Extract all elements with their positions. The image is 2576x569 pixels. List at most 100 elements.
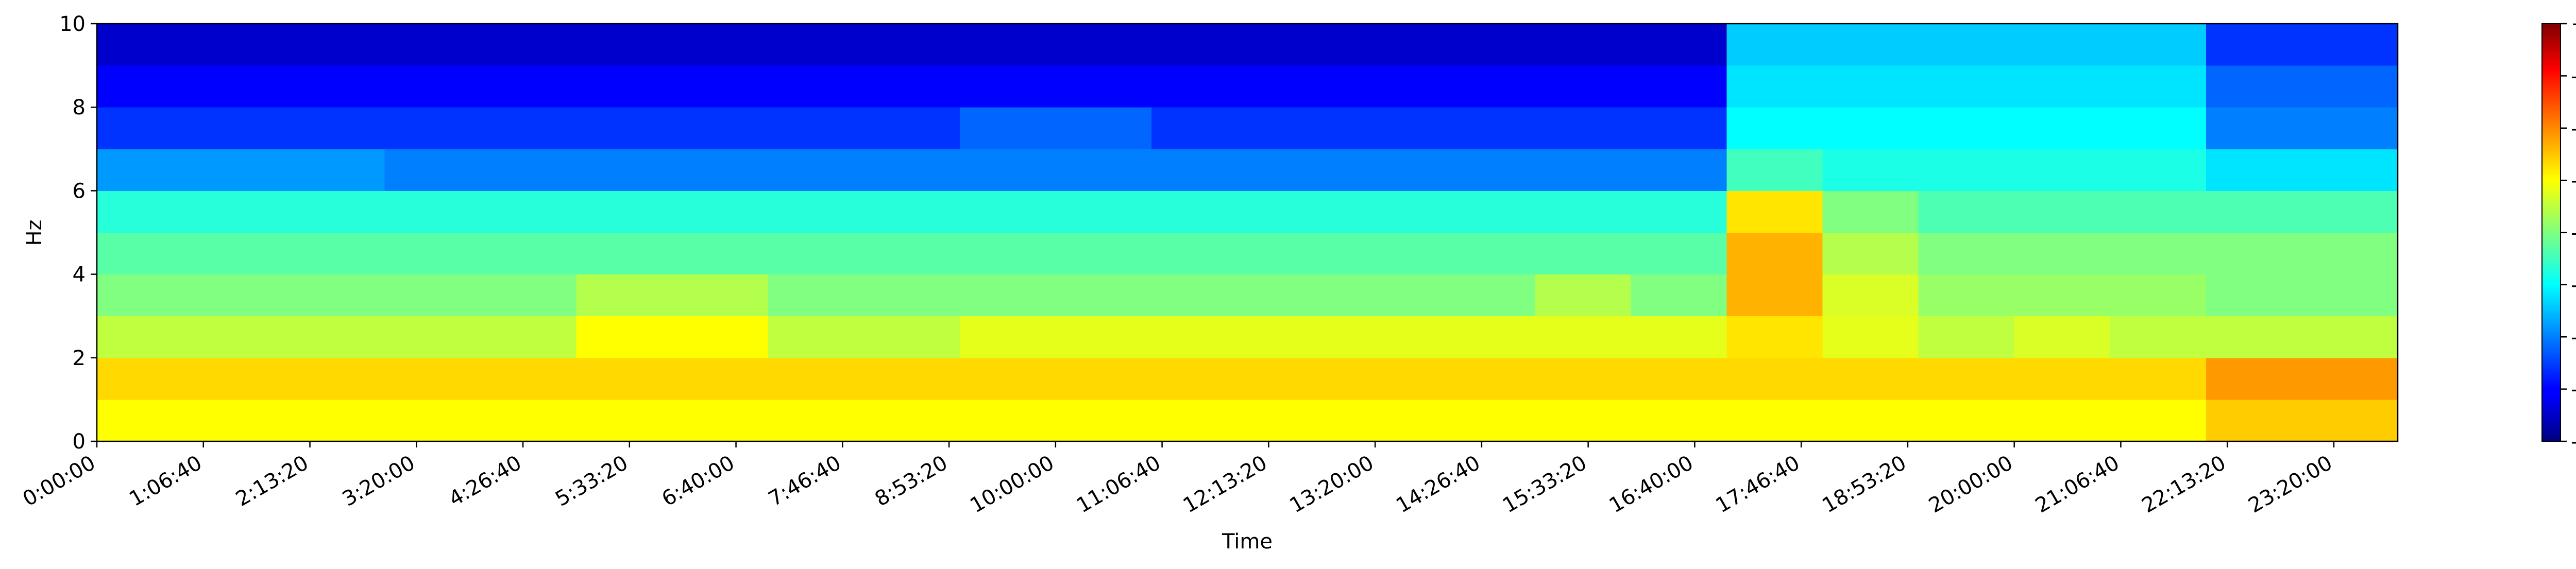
heatmap-cell — [97, 274, 193, 317]
heatmap-cell — [2014, 399, 2111, 442]
heatmap-cell — [1151, 65, 1248, 108]
heatmap-cell — [1726, 274, 1823, 317]
heatmap-cell — [1055, 399, 1152, 442]
heatmap-cell — [480, 24, 577, 66]
heatmap-cell — [2301, 399, 2398, 442]
x-tick-label: 15:33:20 — [1499, 451, 1591, 518]
heatmap-cell — [1631, 357, 1727, 400]
heatmap — [97, 24, 2398, 442]
heatmap-cell — [1726, 316, 1823, 358]
y-tick-label: 6 — [73, 179, 86, 203]
heatmap-cell — [1535, 107, 1631, 149]
heatmap-cell — [1822, 274, 1919, 317]
x-tick-label: 0:00:00 — [19, 451, 99, 511]
heatmap-cell — [1535, 399, 1631, 442]
heatmap-cell — [768, 24, 865, 66]
heatmap-cell — [863, 65, 960, 108]
heatmap-cell — [959, 232, 1056, 275]
heatmap-cell — [2110, 274, 2207, 317]
heatmap-cell — [672, 357, 769, 400]
colorbar — [2541, 23, 2561, 442]
heatmap-cell — [576, 65, 672, 108]
heatmap-cell — [576, 274, 672, 317]
heatmap-cell — [1247, 24, 1344, 66]
heatmap-cell — [1535, 191, 1631, 233]
heatmap-cell — [384, 399, 481, 442]
heatmap-cell — [1055, 274, 1152, 317]
heatmap-cell — [193, 149, 289, 191]
heatmap-cell — [384, 274, 481, 317]
heatmap-cell — [768, 232, 865, 275]
heatmap-cell — [193, 232, 289, 275]
y-axis-label: Hz — [23, 219, 46, 246]
heatmap-cell — [672, 107, 769, 149]
heatmap-cell — [768, 191, 865, 233]
heatmap-cell — [193, 399, 289, 442]
plot-frame — [96, 23, 2399, 442]
heatmap-cell — [1055, 232, 1152, 275]
heatmap-cell — [97, 357, 193, 400]
heatmap-cell — [2206, 274, 2302, 317]
heatmap-cell — [1535, 274, 1631, 317]
heatmap-cell — [2110, 24, 2207, 66]
heatmap-cell — [2206, 24, 2302, 66]
heatmap-cell — [1726, 149, 1823, 191]
y-tick-label: 8 — [73, 96, 86, 119]
heatmap-cell — [384, 232, 481, 275]
heatmap-cell — [1822, 24, 1919, 66]
x-tick-label: 22:13:20 — [2138, 451, 2230, 518]
heatmap-cell — [1439, 357, 1535, 400]
heatmap-cell — [959, 274, 1056, 317]
heatmap-cell — [1439, 316, 1535, 358]
heatmap-cell — [1822, 149, 1919, 191]
heatmap-cell — [1822, 191, 1919, 233]
heatmap-cell — [1535, 357, 1631, 400]
heatmap-cell — [1822, 399, 1919, 442]
heatmap-cell — [480, 357, 577, 400]
heatmap-cell — [2301, 274, 2398, 317]
heatmap-cell — [768, 149, 865, 191]
heatmap-cell — [2301, 24, 2398, 66]
x-tick-label: 5:33:20 — [551, 451, 632, 511]
heatmap-cell — [480, 232, 577, 275]
heatmap-cell — [384, 357, 481, 400]
heatmap-cell — [1918, 399, 2015, 442]
heatmap-cell — [1151, 191, 1248, 233]
heatmap-cell — [1055, 24, 1152, 66]
heatmap-cell — [1535, 232, 1631, 275]
heatmap-cell — [2301, 316, 2398, 358]
heatmap-cell — [2206, 232, 2302, 275]
y-tick-label: 10 — [59, 12, 86, 36]
heatmap-cell — [2301, 232, 2398, 275]
y-tick-label: 4 — [73, 263, 86, 287]
heatmap-cell — [863, 149, 960, 191]
heatmap-cell — [1535, 149, 1631, 191]
heatmap-cell — [959, 149, 1056, 191]
heatmap-cell — [672, 65, 769, 108]
heatmap-cell — [2206, 316, 2302, 358]
heatmap-cell — [480, 65, 577, 108]
x-tick-label: 23:20:00 — [2244, 451, 2336, 518]
heatmap-cell — [1439, 24, 1535, 66]
heatmap-cell — [1343, 316, 1439, 358]
heatmap-cell — [1247, 274, 1344, 317]
heatmap-cell — [863, 357, 960, 400]
heatmap-cell — [2206, 65, 2302, 108]
heatmap-cell — [1918, 357, 2015, 400]
heatmap-cell — [480, 107, 577, 149]
heatmap-cell — [1631, 399, 1727, 442]
heatmap-cell — [2301, 65, 2398, 108]
heatmap-cell — [480, 274, 577, 317]
x-tick-label: 8:53:20 — [871, 451, 952, 511]
x-tick-label: 14:26:40 — [1392, 451, 1484, 518]
y-tick-label: 0 — [73, 430, 86, 454]
heatmap-cell — [1439, 399, 1535, 442]
heatmap-cell — [2014, 357, 2111, 400]
heatmap-cell — [1151, 149, 1248, 191]
heatmap-cell — [576, 357, 672, 400]
heatmap-cell — [97, 65, 193, 108]
heatmap-cell — [672, 149, 769, 191]
heatmap-cell — [384, 24, 481, 66]
heatmap-cell — [1439, 274, 1535, 317]
heatmap-cell — [1918, 65, 2015, 108]
